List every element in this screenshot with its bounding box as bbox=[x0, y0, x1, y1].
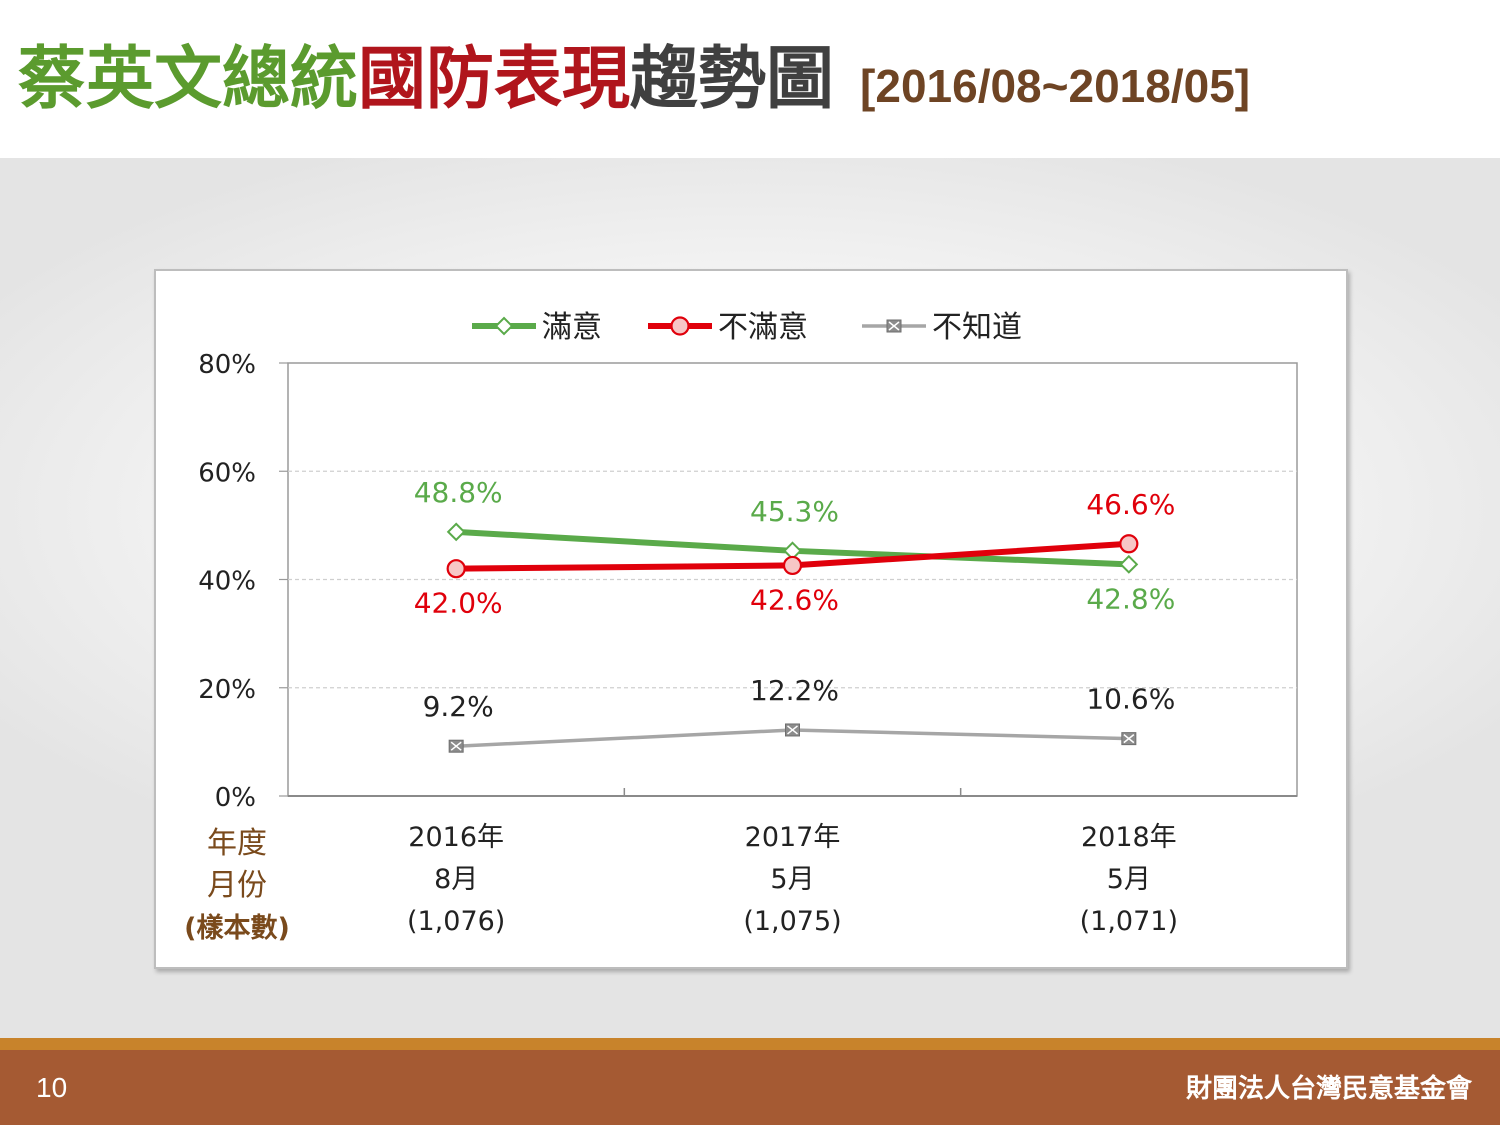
data-label: 42.6% bbox=[750, 583, 839, 616]
data-label: 10.6% bbox=[1086, 683, 1175, 716]
data-label: 42.0% bbox=[414, 587, 503, 620]
title-green-part: 蔡英文總統 bbox=[18, 40, 359, 119]
data-label: 45.3% bbox=[750, 495, 839, 528]
slide-footer bbox=[0, 1050, 1500, 1125]
x-category-label: 2018年 bbox=[1081, 822, 1177, 853]
data-label: 12.2% bbox=[750, 674, 839, 707]
x-category-label: 5月 bbox=[770, 864, 814, 895]
x-category-label: 2017年 bbox=[745, 822, 841, 853]
y-tick-label: 80% bbox=[198, 350, 256, 380]
data-point-marker-cross bbox=[787, 725, 798, 735]
y-tick-label: 0% bbox=[215, 783, 256, 813]
title-gray-part: 趨勢圖 bbox=[630, 40, 835, 119]
title-red-part: 國防表現 bbox=[358, 40, 631, 119]
organization-name: 財團法人台灣民意基金會 bbox=[1185, 1074, 1472, 1104]
data-point-marker bbox=[1119, 534, 1139, 554]
data-point-marker bbox=[446, 522, 466, 542]
y-tick-label: 20% bbox=[198, 675, 256, 705]
x-category-label: 5月 bbox=[1107, 864, 1151, 895]
row-label: (樣本數) bbox=[184, 913, 290, 944]
data-label: 9.2% bbox=[423, 690, 494, 723]
legend-label: 不知道 bbox=[932, 310, 1022, 345]
legend-marker bbox=[494, 316, 514, 336]
data-point-marker bbox=[1119, 554, 1139, 574]
slide-title: 蔡英文總統國防表現趨勢圖 [2016/08~2018/05] bbox=[18, 46, 1250, 114]
row-label: 月份 bbox=[207, 868, 267, 903]
y-tick-label: 60% bbox=[198, 458, 256, 488]
legend-marker bbox=[670, 316, 690, 336]
x-category-label: 2016年 bbox=[408, 822, 504, 853]
x-category-label: (1,076) bbox=[407, 906, 505, 937]
page-number: 10 bbox=[36, 1072, 68, 1103]
footer-accent-bar bbox=[0, 1038, 1500, 1050]
data-point-marker-cross bbox=[450, 741, 462, 751]
data-label: 42.8% bbox=[1086, 582, 1175, 615]
legend-label: 不滿意 bbox=[718, 310, 808, 345]
data-point-marker bbox=[446, 559, 466, 579]
slide-header: 蔡英文總統國防表現趨勢圖 [2016/08~2018/05] bbox=[0, 0, 1500, 158]
x-category-label: (1,071) bbox=[1080, 906, 1178, 937]
chart-panel bbox=[154, 269, 1348, 969]
legend-marker-cross bbox=[888, 321, 900, 331]
y-tick-label: 40% bbox=[198, 567, 256, 597]
title-period: [2016/08~2018/05] bbox=[860, 60, 1251, 112]
data-label: 46.6% bbox=[1086, 488, 1175, 521]
data-label: 48.8% bbox=[414, 476, 503, 509]
legend-label: 滿意 bbox=[542, 310, 602, 345]
data-point-marker bbox=[782, 555, 803, 576]
x-category-label: (1,075) bbox=[743, 906, 841, 937]
data-point-marker-cross bbox=[1123, 734, 1135, 744]
x-category-label: 8月 bbox=[434, 864, 478, 895]
row-label: 年度 bbox=[207, 826, 267, 861]
